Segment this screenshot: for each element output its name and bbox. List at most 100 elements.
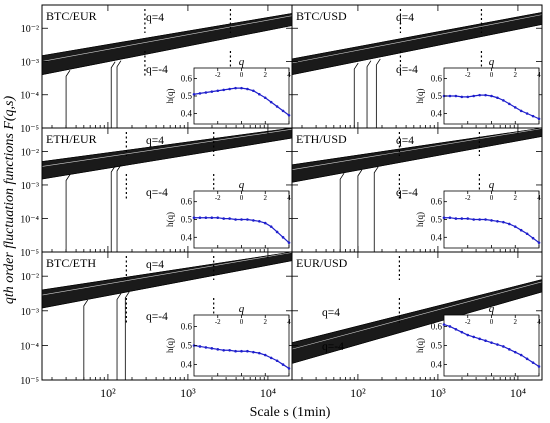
hq-point	[448, 94, 452, 98]
hq-point	[258, 351, 261, 355]
hq-point	[537, 241, 541, 244]
inset-x-tick-label: 0	[240, 71, 244, 79]
inset-x-label: q	[489, 56, 495, 68]
x-axis-label: Scale s (1min)	[250, 405, 331, 420]
inset-frame	[443, 314, 540, 377]
hq-point	[490, 94, 493, 98]
hq-point	[246, 87, 249, 91]
inset-y-tick-label: 0.6	[431, 74, 443, 84]
drop-line	[357, 169, 363, 252]
hq-point	[240, 86, 243, 90]
y-tick-label: 10⁻³	[21, 307, 39, 318]
hq-point	[204, 346, 208, 349]
drop-line	[116, 164, 122, 252]
inset-x-tick-label: 0	[240, 194, 244, 202]
hq-point	[258, 219, 261, 223]
panel-eth-usd: ETH/USD q=4 q=-4 0.4 0.5 0.6 -2 0 2 4 q h(q)	[291, 127, 543, 253]
drop-line	[110, 165, 116, 252]
inset-y-tick-label: 0.5	[431, 91, 443, 101]
hq-point	[448, 216, 452, 220]
hq-point	[484, 218, 487, 221]
x-tick-label: 10²	[350, 386, 366, 400]
inset-x-tick-label: -2	[215, 318, 221, 326]
inset-y-label: h(q)	[165, 338, 175, 353]
q-high-label: q=4	[322, 307, 340, 319]
inset-x-tick-label: 4	[537, 194, 541, 202]
hq-point	[252, 89, 255, 93]
hq-point	[519, 228, 523, 232]
drop-line	[373, 166, 379, 252]
y-tick-label: 10⁻³	[21, 57, 39, 68]
inset-y-tick-label: 0.5	[431, 341, 443, 351]
inset-y-tick-label: 0.6	[181, 74, 193, 84]
y-tick-label: 10⁻²	[21, 147, 39, 158]
hq-point	[537, 117, 541, 121]
pair-label: ETH/EUR	[46, 132, 97, 146]
hq-point	[216, 89, 220, 93]
inset-x-label: q	[239, 303, 245, 315]
hq-point	[246, 349, 249, 353]
panel-frame	[291, 251, 543, 381]
hq-point	[234, 86, 237, 90]
hq-point	[448, 325, 452, 328]
inset-x-tick-label: 2	[264, 318, 268, 326]
y-tick-label: 10⁻⁴	[20, 91, 39, 102]
hq-point	[484, 339, 487, 343]
hq-point	[472, 94, 475, 98]
panel-eur-usd: EUR/USD q=4 q=-4 0.4 0.5 0.6 -2 0 2 4 q h(q)	[291, 251, 543, 381]
inset-x-tick-label: 0	[490, 194, 494, 202]
q-high-label: q=4	[146, 259, 164, 271]
inset-x-tick-label: 2	[514, 194, 518, 202]
inset-x-tick-label: 0	[490, 71, 494, 79]
inset-x-tick-label: 0	[240, 318, 244, 326]
hq-point	[442, 323, 446, 326]
x-tick-label: 10³	[430, 386, 446, 400]
panel-btc-usd: BTC/USD q=4 q=-4 0.4 0.5 0.6 -2 0 2 4 q h(q)	[291, 4, 543, 129]
drop-line	[110, 61, 116, 128]
hq-point	[519, 109, 523, 113]
inset-x-tick-label: 4	[287, 318, 291, 326]
hq-point	[478, 218, 481, 221]
hq-point	[508, 222, 511, 226]
inset-hq: 0.4 0.5 0.6 -2 0 2 4 q h(q)	[165, 303, 291, 377]
inset-y-tick-label: 0.5	[431, 215, 443, 225]
inset-y-tick-label: 0.5	[181, 341, 193, 351]
series-line-q4	[41, 127, 293, 162]
band-core-line	[41, 252, 293, 296]
panels: BTC/EUR q=4q=-40.40.50.6 -2 0 2 4qh(q)BTC/USD…	[41, 4, 543, 381]
hq-point	[263, 96, 267, 100]
inset-x-label: q	[489, 303, 495, 315]
y-tick-label: 10⁻⁵	[20, 376, 39, 387]
inset-y-tick-label: 0.5	[181, 91, 193, 101]
hq-point	[287, 113, 291, 117]
y-tick-labels: 10⁻⁵ 10⁻⁴ 10⁻³ 10⁻² 10⁻⁵ 10⁻⁴ 10⁻³ 10⁻² 10⁻⁵ 10⁻⁴…	[20, 24, 39, 387]
hq-point	[519, 353, 523, 357]
band-core-line	[41, 15, 293, 62]
hq-point	[513, 106, 517, 109]
hq-point	[216, 348, 220, 351]
hq-point	[454, 327, 458, 331]
hq-point	[508, 102, 511, 106]
y-tick-label: 10⁻⁴	[20, 341, 39, 352]
inset-x-label: q	[239, 56, 245, 68]
band-core-line	[41, 128, 293, 167]
drop-line	[65, 174, 71, 252]
hq-point	[466, 95, 470, 99]
hq-point	[472, 218, 475, 221]
inset-frame	[193, 314, 290, 377]
hq-point	[502, 99, 505, 102]
y-tick-label: 10⁻³	[21, 181, 39, 192]
series-line-q4	[291, 279, 543, 343]
inset-hq: 0.4 0.5 0.6 -2 0 2 4 q h(q)	[415, 56, 541, 125]
hq-point	[460, 330, 464, 334]
inset-y-label: h(q)	[415, 89, 425, 104]
hq-point	[234, 218, 237, 221]
y-tick-label: 10⁻⁴	[20, 214, 39, 225]
series-line-qm4	[41, 260, 293, 309]
hq-point	[275, 230, 279, 234]
band-core-line	[291, 14, 543, 64]
hq-point	[210, 90, 214, 93]
hq-point	[252, 350, 255, 354]
inset-frame	[193, 67, 290, 125]
inset-hq: 0.4 0.5 0.6 -2 0 2 4 q h(q)	[415, 179, 541, 249]
